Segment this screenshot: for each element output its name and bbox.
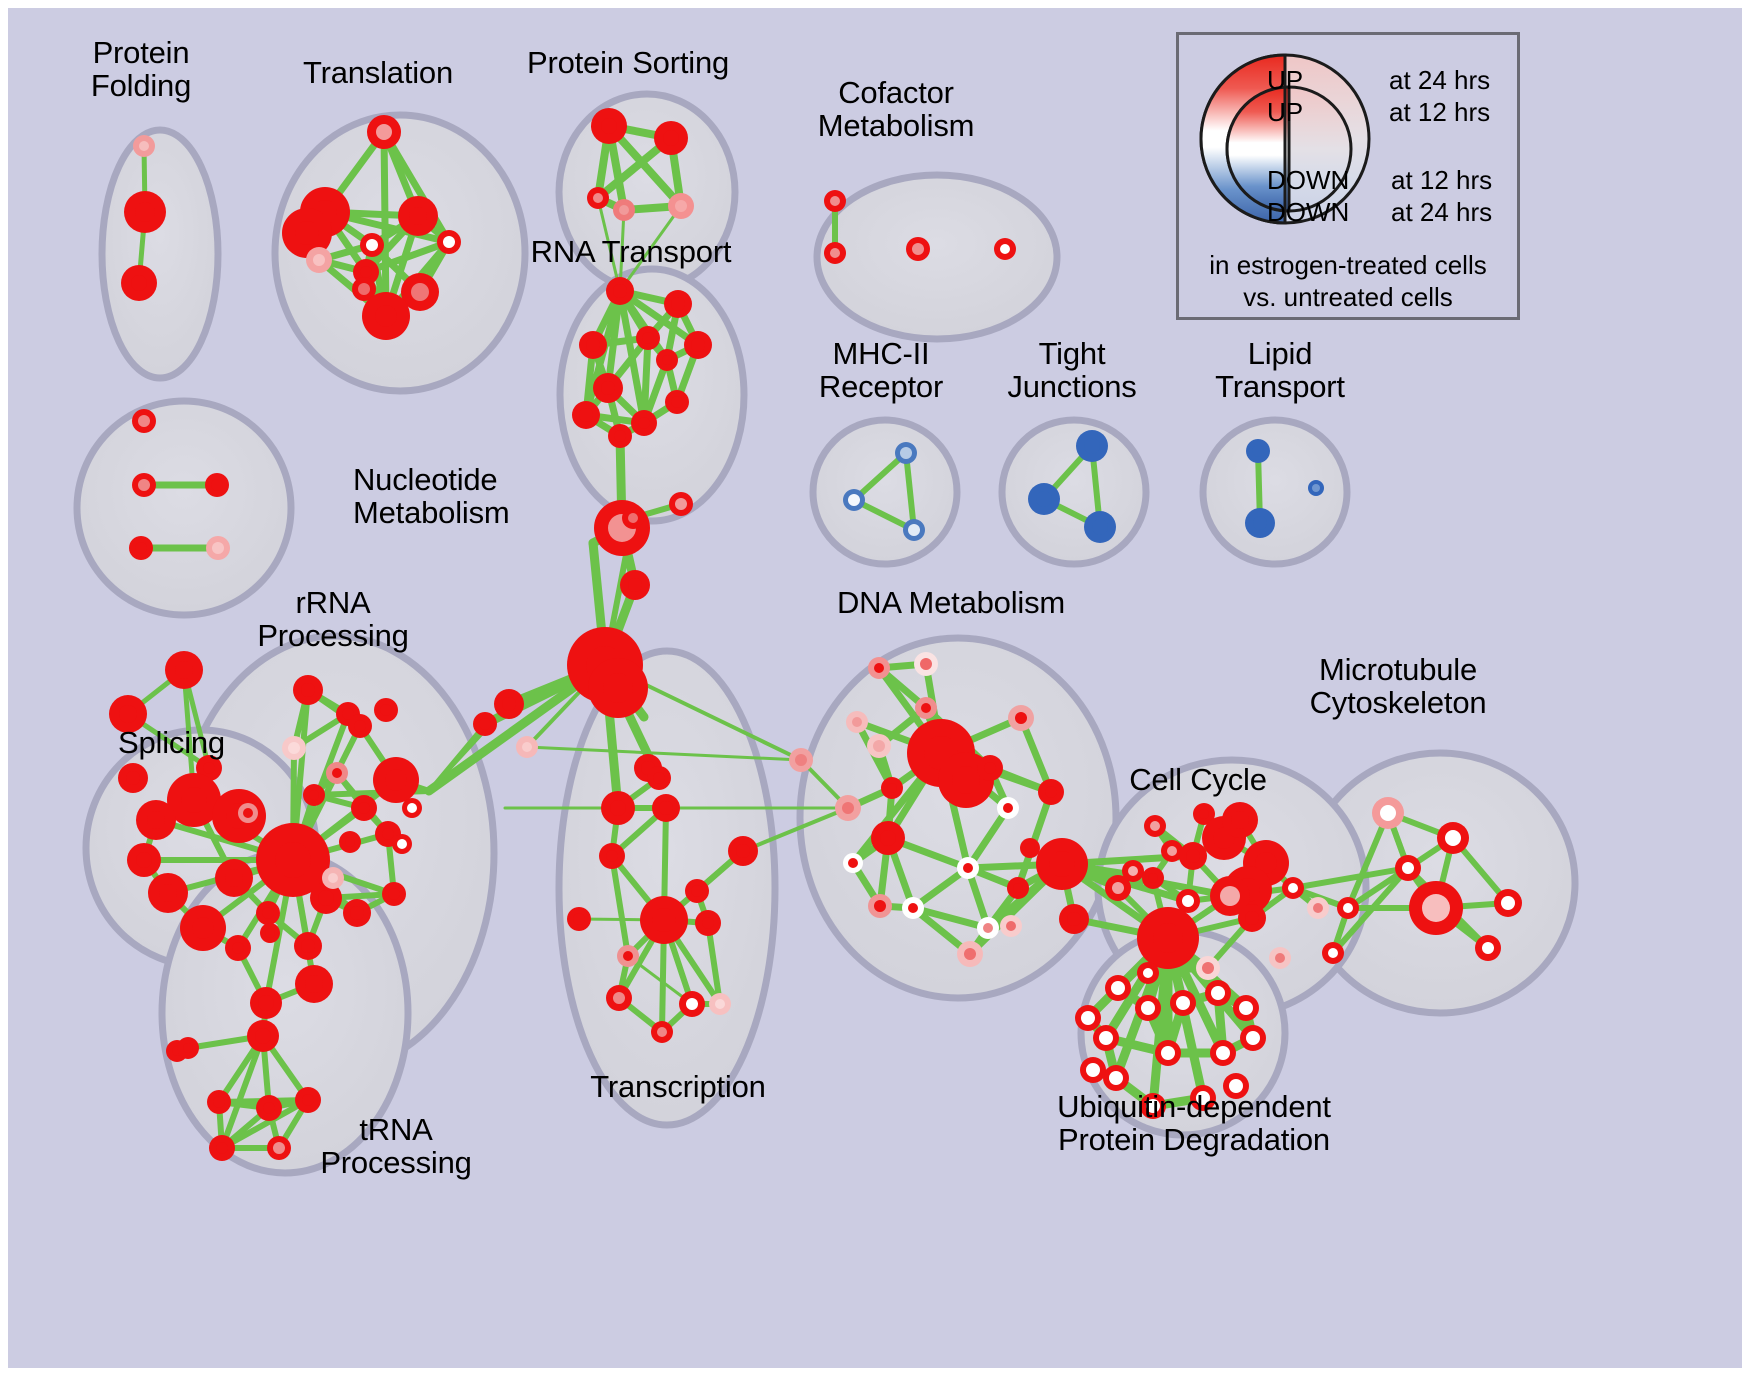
cluster-label-cofactor-metabolism: Cofactor Metabolism	[817, 75, 975, 144]
legend-time-up-12: at 12 hrs	[1389, 97, 1491, 127]
cluster-label-translation: Translation	[303, 55, 453, 90]
cluster-label-rrna-processing: rRNA Processing	[257, 585, 409, 654]
legend-footer-line-2: vs. untreated cells	[1243, 282, 1453, 312]
cluster-label-nucleotide-metabolism: Nucleotide Metabolism	[353, 462, 510, 531]
network-canvas: UP at 24 hrs UP at 12 hrs DOWN at 12 hrs…	[8, 8, 1742, 1368]
blob-translation	[271, 111, 529, 395]
legend-panel: UP at 24 hrs UP at 12 hrs DOWN at 12 hrs…	[1176, 32, 1520, 320]
legend-state-up-24: UP	[1267, 65, 1304, 95]
blob-tight-junctions	[998, 416, 1150, 568]
legend-dual-ring-icon	[1199, 53, 1371, 225]
legend-footer-line-1: in estrogen-treated cells	[1209, 250, 1487, 280]
cluster-label-cell-cycle: Cell Cycle	[1129, 762, 1267, 797]
cluster-label-rna-transport: RNA Transport	[530, 234, 732, 269]
cluster-label-lipid-transport: Lipid Transport	[1215, 336, 1345, 405]
blob-mhc-ii-receptor	[809, 416, 961, 568]
cluster-label-microtubule-cytoskeleton: Microtubule Cytoskeleton	[1309, 652, 1487, 721]
cluster-label-mhc-ii-receptor: MHC-II Receptor	[818, 336, 944, 405]
blob-protein-folding	[98, 126, 222, 382]
cluster-label-transcription: Transcription	[590, 1069, 766, 1104]
cluster-label-ubiquitin-degradation: Ubiquitin-dependent Protein Degradation	[1057, 1089, 1331, 1158]
legend-time-down-24: at 24 hrs	[1391, 197, 1493, 227]
cluster-label-splicing: Splicing	[118, 725, 225, 760]
legend-state-down-12: DOWN	[1267, 165, 1350, 195]
legend-state-up-12: UP	[1267, 97, 1304, 127]
cluster-label-trna-processing: tRNA Processing	[320, 1112, 472, 1181]
blob-lipid-transport	[1199, 416, 1351, 568]
cluster-label-tight-junctions: Tight Junctions	[1007, 336, 1137, 405]
legend-time-down-12: at 12 hrs	[1391, 165, 1493, 195]
legend-state-down-24: DOWN	[1267, 197, 1350, 227]
legend-time-up-24: at 24 hrs	[1389, 65, 1491, 95]
network-svg	[73, 90, 1579, 1177]
network-nodes	[109, 108, 1522, 1161]
blob-nucleotide-metabolism	[73, 397, 295, 619]
cluster-label-protein-sorting: Protein Sorting	[526, 45, 730, 80]
cluster-label-protein-folding: Protein Folding	[90, 35, 192, 104]
blob-cofactor-metabolism	[813, 171, 1061, 343]
cluster-label-dna-metabolism: DNA Metabolism	[836, 585, 1066, 620]
